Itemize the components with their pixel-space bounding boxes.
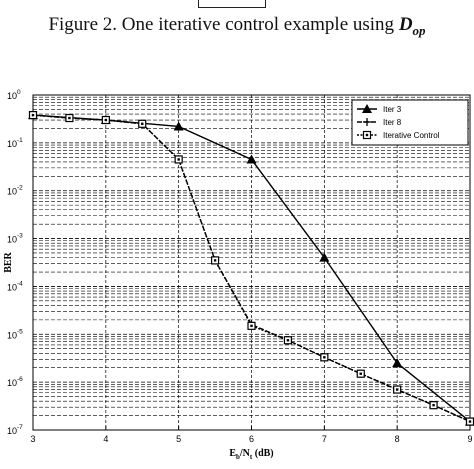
x-tick-label: 5	[176, 434, 181, 444]
x-tick-label: 9	[467, 434, 472, 444]
square-marker-dot	[365, 133, 369, 137]
y-tick-label: 10	[7, 282, 17, 292]
square-marker-dot	[213, 259, 217, 262]
y-axis-label: BER	[3, 251, 14, 272]
y-tick-exponent: -3	[17, 233, 23, 240]
triangle-marker	[392, 358, 403, 368]
series-iterative-control	[28, 111, 474, 426]
y-tick-label: 10	[7, 187, 17, 197]
square-marker-dot	[104, 118, 108, 122]
triangle-marker	[173, 121, 184, 131]
x-tick-label: 6	[249, 434, 254, 444]
cropped-figure-frame	[198, 0, 266, 8]
square-marker-dot	[286, 339, 290, 342]
square-marker-dot	[468, 420, 472, 423]
y-tick-exponent: -6	[17, 376, 23, 383]
x-tick-label: 8	[395, 434, 400, 444]
y-tick-exponent: 0	[17, 89, 21, 96]
legend-label: Iterative Control	[383, 131, 440, 140]
y-tick-label: 10	[7, 235, 17, 245]
square-marker-dot	[359, 372, 362, 375]
y-tick-exponent: -4	[17, 280, 23, 287]
plus-marker	[363, 118, 371, 126]
legend: Iter 3 Iter 8 Iterative Control	[351, 99, 469, 146]
square-marker-dot	[31, 113, 35, 117]
x-tick-label: 4	[103, 434, 108, 444]
y-tick-label: 10	[7, 139, 17, 149]
y-tick-label: 10	[7, 330, 17, 340]
triangle-marker	[319, 252, 330, 262]
triangle-marker	[362, 104, 372, 113]
y-tick-label: 10	[7, 91, 17, 101]
caption-symbol: Dop	[398, 14, 426, 38]
square-marker-dot	[68, 116, 71, 120]
x-tick-label: 7	[322, 434, 327, 444]
series-group	[28, 110, 474, 426]
y-tick-label: 10	[7, 426, 17, 436]
square-marker-dot	[323, 356, 326, 359]
square-marker-dot	[432, 403, 435, 407]
triangle-marker	[246, 154, 257, 164]
square-marker-dot	[395, 388, 399, 391]
legend-label: Iter 8	[383, 118, 402, 127]
legend-label: Iter 3	[383, 105, 402, 114]
y-tick-exponent: -1	[17, 137, 23, 144]
y-tick-exponent: -5	[17, 328, 23, 335]
caption-text: Figure 2. One iterative control example …	[48, 14, 399, 35]
square-marker-dot	[177, 158, 180, 161]
figure-caption: Figure 2. One iterative control example …	[0, 14, 474, 39]
x-tick-label: 3	[30, 434, 35, 444]
square-marker-dot	[141, 122, 144, 126]
x-axis-label: Eb/Nt (dB)	[229, 448, 273, 461]
y-tick-label: 10	[7, 378, 17, 388]
y-tick-exponent: -7	[17, 424, 23, 431]
y-tick-exponent: -2	[17, 185, 23, 192]
square-marker-dot	[250, 324, 253, 328]
